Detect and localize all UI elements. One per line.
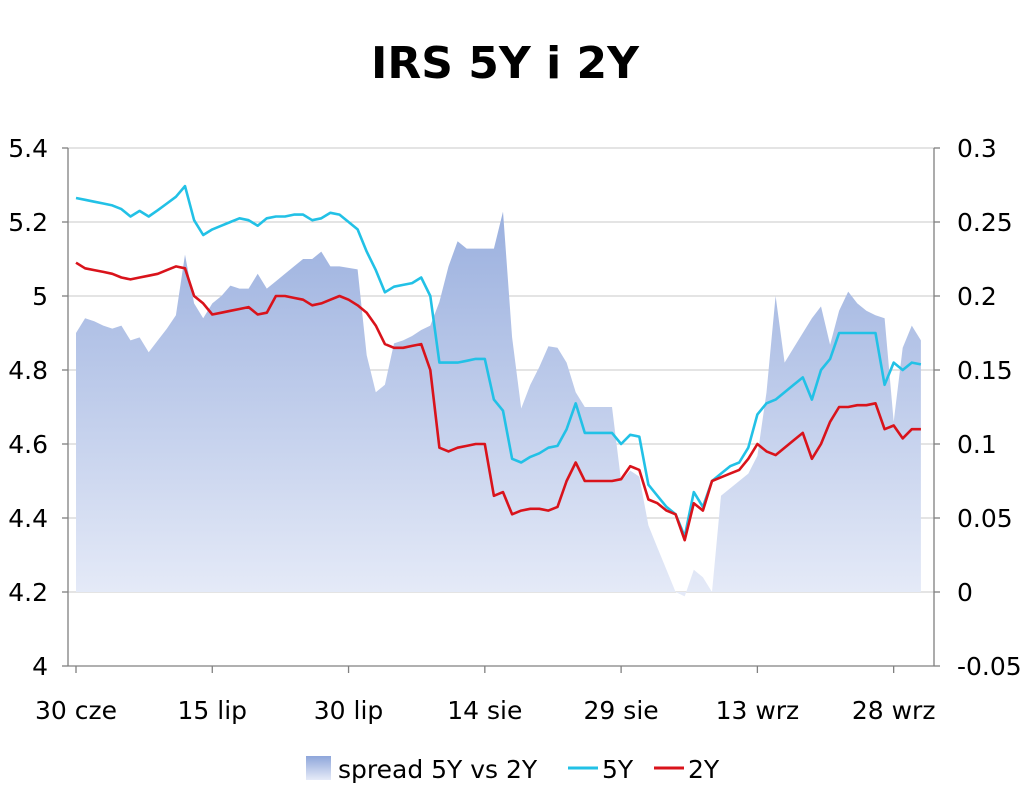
left-tick-label: 4.4 xyxy=(8,504,48,533)
right-tick-label: 0.05 xyxy=(957,504,1013,533)
legend-label-spread: spread 5Y vs 2Y xyxy=(338,755,538,784)
legend-label-2y: 2Y xyxy=(688,755,720,784)
x-axis-ticks: 30 cze 15 lip 30 lip 14 sie 29 sie 13 wrz 28 w… xyxy=(35,666,935,725)
line-layer xyxy=(75,184,922,542)
right-axis-ticks: -0.05 0 0.05 0.1 0.15 0.2 0.25 0.3 xyxy=(934,134,1022,681)
chart-title: IRS 5Y i 2Y xyxy=(371,38,640,89)
right-tick-label: 0.25 xyxy=(957,208,1013,237)
left-tick-label: 4 xyxy=(32,652,48,681)
left-tick-label: 5 xyxy=(32,282,48,311)
legend: spread 5Y vs 2Y 5Y 2Y xyxy=(306,755,720,784)
legend-swatch-spread xyxy=(306,756,331,780)
right-tick-label: 0.1 xyxy=(957,430,997,459)
x-tick-label: 15 lip xyxy=(178,696,248,725)
series-line-2y xyxy=(75,261,921,542)
left-tick-label: 4.2 xyxy=(8,578,48,607)
x-tick-label: 28 wrz xyxy=(852,696,936,725)
x-tick-label: 29 sie xyxy=(584,696,659,725)
x-tick-label: 14 sie xyxy=(447,696,522,725)
x-tick-label: 13 wrz xyxy=(716,696,800,725)
legend-label-5y: 5Y xyxy=(602,755,634,784)
x-tick-label: 30 cze xyxy=(35,696,117,725)
right-tick-label: 0.3 xyxy=(957,134,997,163)
left-axis-ticks: 4 4.2 4.4 4.6 4.8 5 5.2 5.4 xyxy=(8,134,68,681)
right-tick-label: 0 xyxy=(957,578,973,607)
left-tick-label: 5.2 xyxy=(8,208,48,237)
series-line-5y xyxy=(75,184,922,538)
right-tick-label: 0.15 xyxy=(957,356,1013,385)
left-tick-label: 4.8 xyxy=(8,356,48,385)
left-tick-label: 4.6 xyxy=(8,430,48,459)
right-tick-label: 0.2 xyxy=(957,282,997,311)
right-tick-label: -0.05 xyxy=(957,652,1022,681)
left-tick-label: 5.4 xyxy=(8,134,48,163)
x-tick-label: 30 lip xyxy=(314,696,384,725)
